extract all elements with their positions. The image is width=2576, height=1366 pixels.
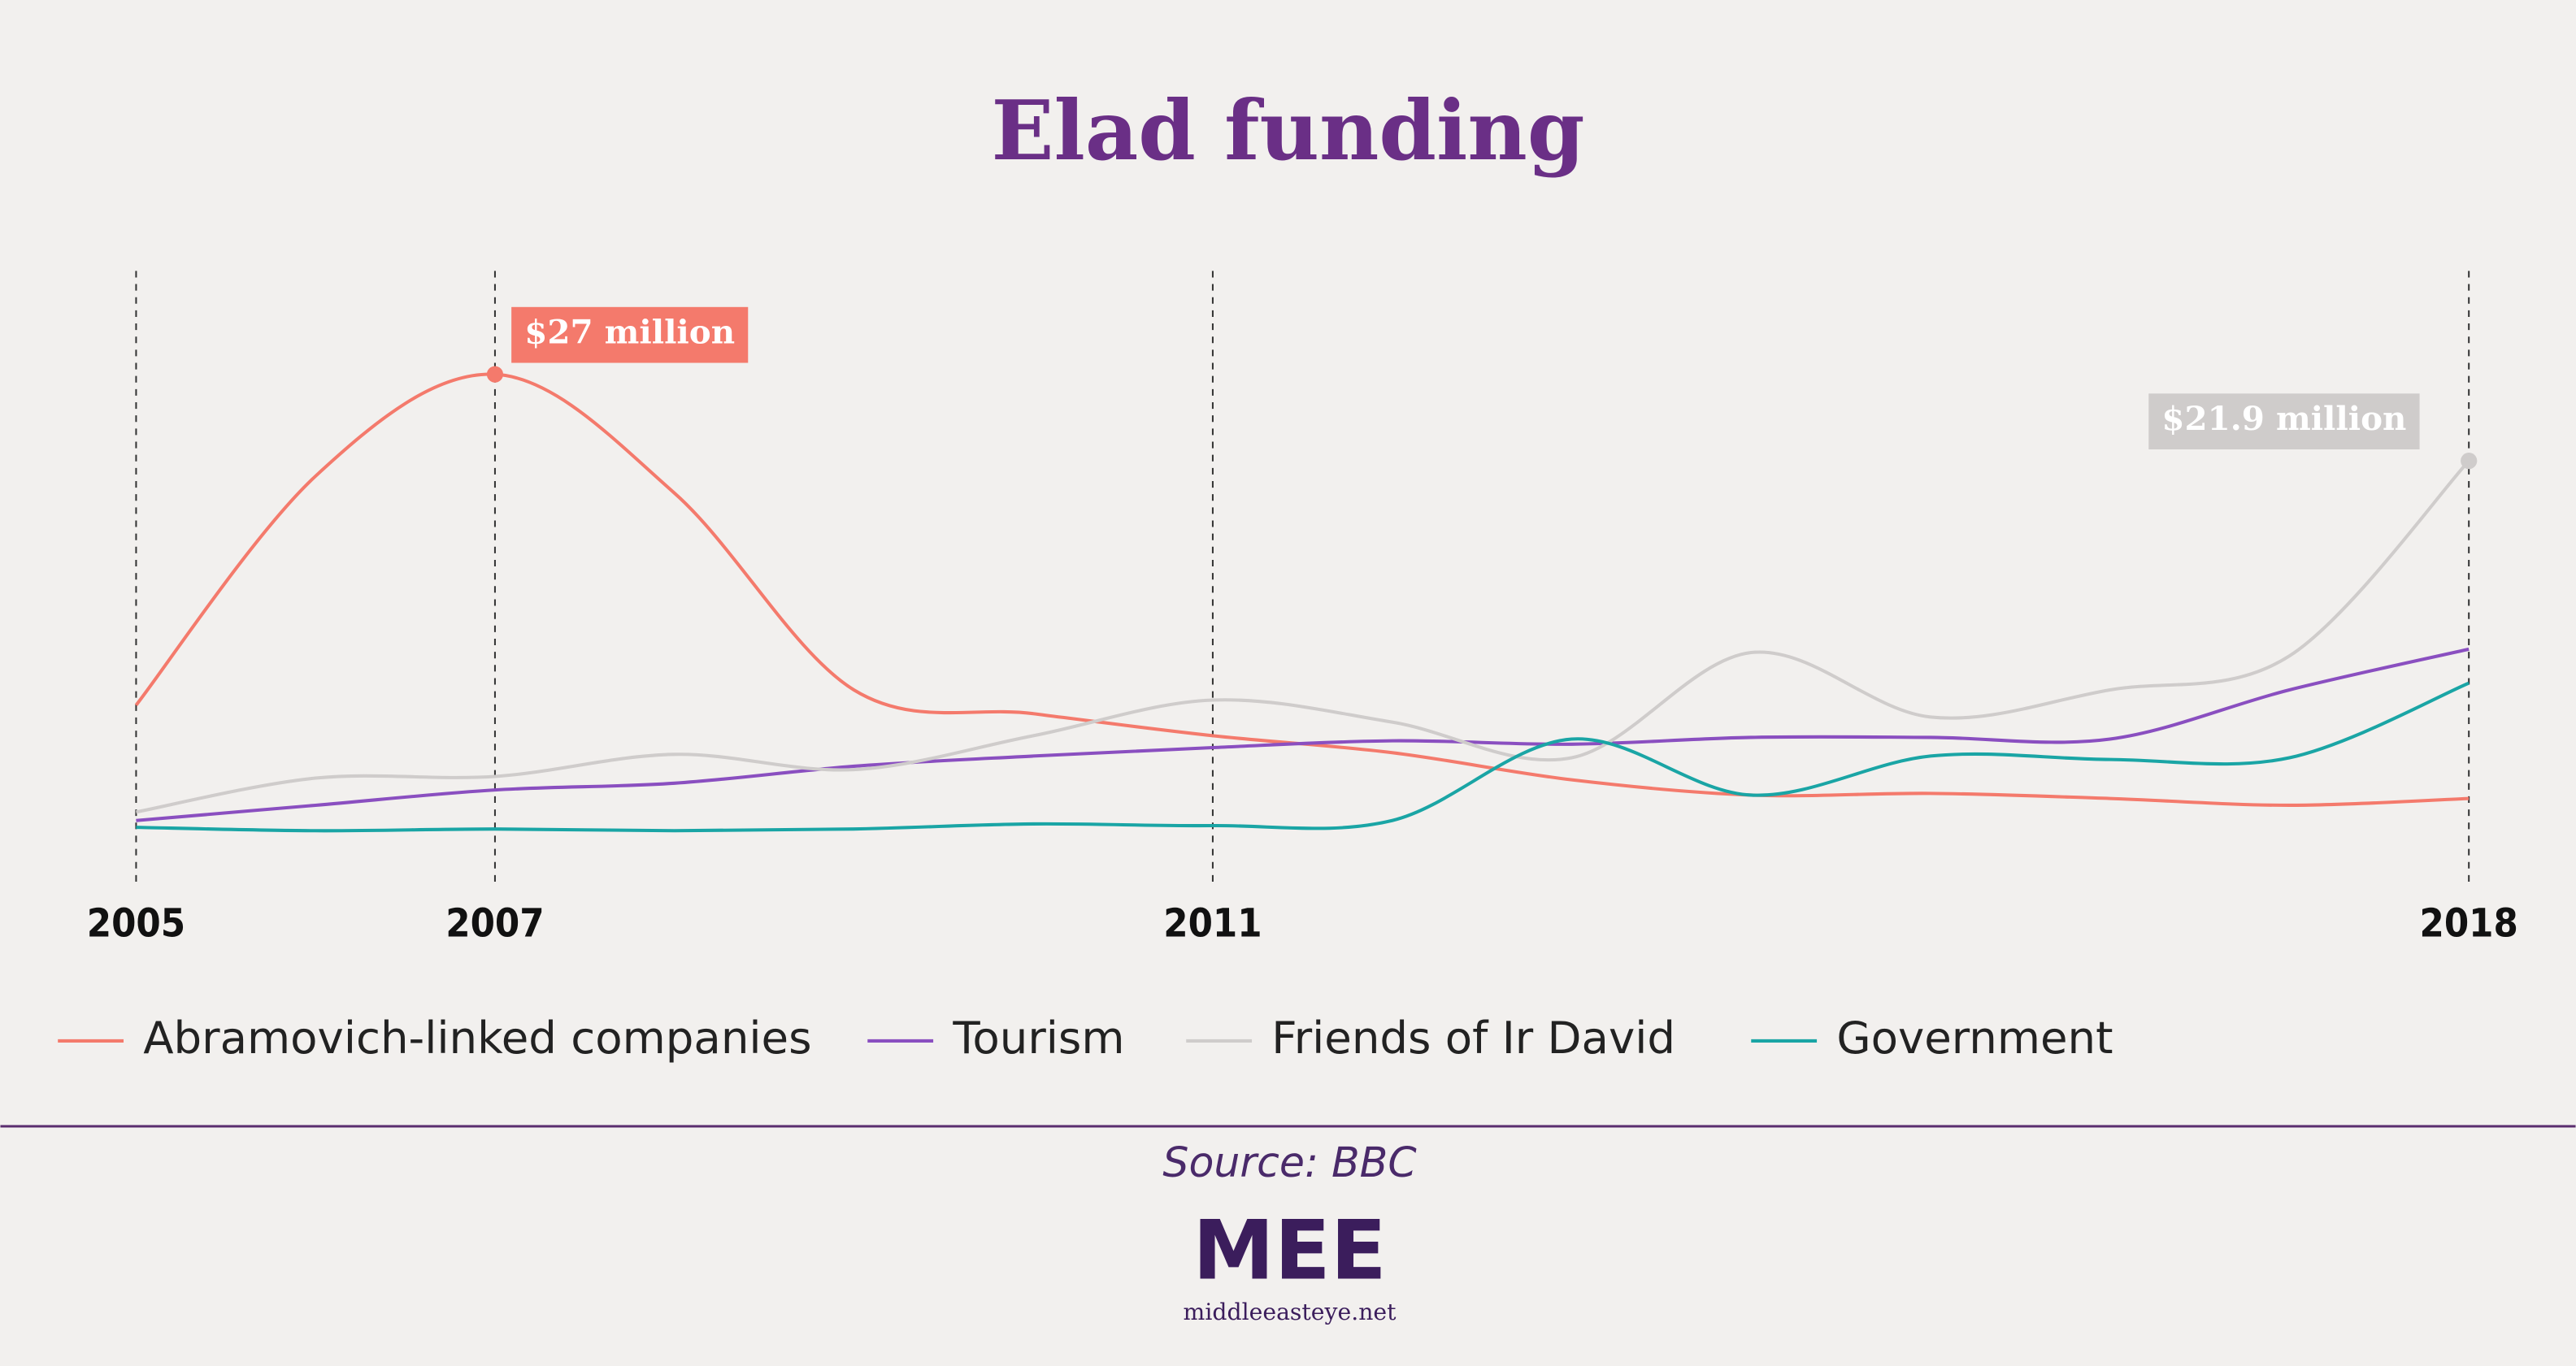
value-label: $21.9 million	[2161, 399, 2406, 438]
chart-title: Elad funding	[991, 82, 1584, 179]
x-tick-label: 2011	[1163, 901, 1262, 947]
x-tick-label: 2018	[2419, 901, 2517, 947]
legend-label: Friends of Ir David	[1271, 1012, 1675, 1064]
series-line	[136, 647, 2470, 822]
series-line	[136, 681, 2470, 833]
value-label: $27 million	[524, 313, 735, 352]
legend-label: Abramovich-linked companies	[143, 1012, 811, 1064]
legend-label: Tourism	[952, 1012, 1124, 1064]
legend-label: Government	[1836, 1012, 2113, 1064]
value-label-box	[511, 306, 749, 363]
x-tick-label: 2007	[445, 901, 544, 947]
series-line	[136, 459, 2470, 814]
logo: MEE	[1192, 1202, 1387, 1298]
x-tick-label: 2005	[87, 901, 185, 947]
value-label-box	[2148, 393, 2420, 449]
data-point	[486, 366, 504, 383]
site: middleeasteye.net	[1184, 1299, 1397, 1325]
source: Source: BBC	[1162, 1138, 1417, 1186]
data-point	[2461, 453, 2478, 470]
